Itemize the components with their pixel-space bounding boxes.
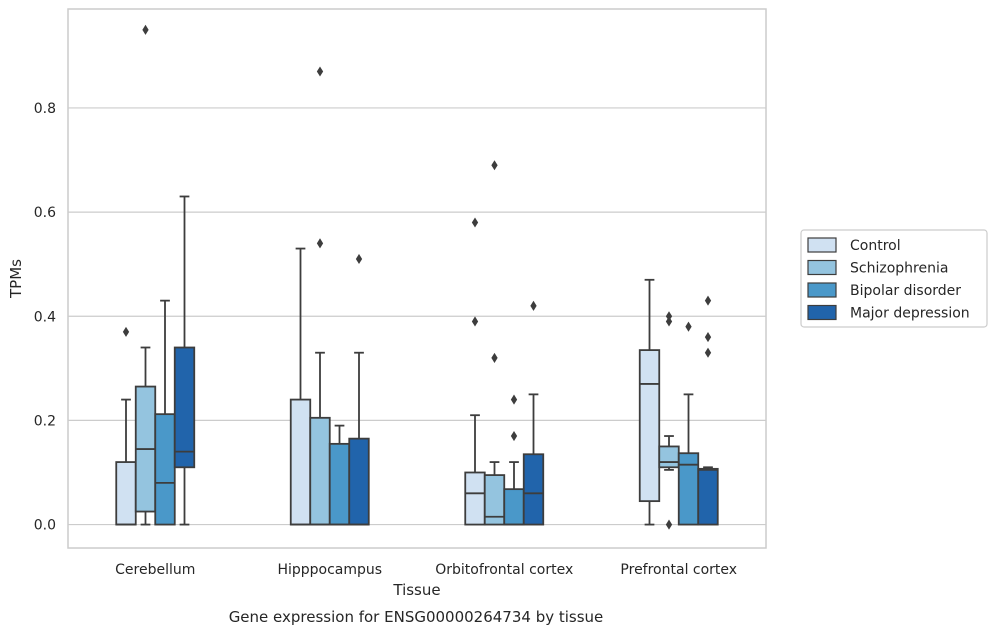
box-bipolar-disorder-orbitofrontal-cortex xyxy=(503,394,525,526)
box-control-hipppocampus xyxy=(289,247,312,526)
outlier-point xyxy=(665,311,673,322)
outlier-point xyxy=(704,332,712,343)
outlier-point xyxy=(665,519,673,530)
legend-frame xyxy=(800,229,988,328)
box-major-depression-cerebellum xyxy=(173,195,196,526)
box-schizophrenia-hipppocampus xyxy=(309,66,331,526)
legend: Control Schizophrenia Bipolar disorder Majo… xyxy=(800,229,988,328)
outlier-point xyxy=(316,66,324,77)
iqr-box xyxy=(464,471,486,526)
legend-swatch xyxy=(807,237,837,253)
y-tick-label: 0.8 xyxy=(34,101,56,117)
legend-swatch xyxy=(807,259,837,276)
outlier-point xyxy=(142,24,149,35)
iqr-box xyxy=(328,442,351,526)
outlier-point xyxy=(510,430,518,442)
outlier-point xyxy=(316,238,324,249)
box-major-depression-prefrontal-cortex xyxy=(697,295,719,526)
outlier-point xyxy=(471,217,479,228)
outlier-point xyxy=(704,295,712,306)
legend-label: Control xyxy=(850,238,901,254)
iqr-box xyxy=(658,445,680,469)
outlier-point xyxy=(491,160,498,171)
box-major-depression-hipppocampus xyxy=(348,253,370,526)
figure-caption: Gene expression for ENSG00000264734 by t… xyxy=(229,608,604,626)
box-schizophrenia-prefrontal-cortex xyxy=(658,311,680,530)
legend-label: Schizophrenia xyxy=(850,261,948,277)
x-axis-title: Tissue xyxy=(392,581,440,599)
box-plot-groups xyxy=(115,24,719,530)
x-tick-label: Hipppocampus xyxy=(277,562,382,578)
outlier-point xyxy=(530,300,537,311)
y-tick-label: 0.0 xyxy=(34,518,56,534)
outlier-point xyxy=(491,352,498,363)
box-control-prefrontal-cortex xyxy=(638,278,661,526)
iqr-box xyxy=(173,346,196,469)
box-control-orbitofrontal-cortex xyxy=(464,217,486,526)
box-bipolar-disorder-hipppocampus xyxy=(328,424,351,526)
legend-label: Bipolar disorder xyxy=(850,283,961,299)
y-tick-label: 0.4 xyxy=(34,309,56,325)
outlier-point xyxy=(665,316,673,327)
outlier-point xyxy=(355,253,363,265)
iqr-box xyxy=(115,461,137,526)
legend-label: Major depression xyxy=(850,306,970,322)
x-tick-label: Cerebellum xyxy=(115,562,195,578)
iqr-box xyxy=(522,453,545,526)
y-axis-title: TPMs xyxy=(7,259,25,299)
x-axis-ticks: Cerebellum Hipppocampus Orbitofrontal cort… xyxy=(115,562,737,578)
x-tick-label: Prefrontal cortex xyxy=(620,562,737,578)
iqr-box xyxy=(638,349,661,503)
box-major-depression-orbitofrontal-cortex xyxy=(522,300,545,526)
outlier-point xyxy=(704,347,712,358)
iqr-box xyxy=(309,416,331,526)
box-bipolar-disorder-prefrontal-cortex xyxy=(677,321,700,526)
y-axis-ticks: 0.0 0.2 0.4 0.6 0.8 xyxy=(34,101,56,534)
iqr-box xyxy=(503,488,525,526)
box-schizophrenia-orbitofrontal-cortex xyxy=(483,160,506,526)
iqr-box xyxy=(154,413,176,526)
plot-area-frame xyxy=(67,8,767,549)
outlier-point xyxy=(685,321,692,332)
iqr-box xyxy=(697,467,719,526)
outlier-point xyxy=(471,316,479,327)
legend-swatch xyxy=(807,282,837,298)
x-tick-label: Orbitofrontal cortex xyxy=(435,562,573,578)
outlier-point xyxy=(122,326,130,337)
iqr-box xyxy=(289,398,312,526)
y-tick-label: 0.6 xyxy=(34,205,56,221)
legend-swatch xyxy=(807,304,837,321)
box-bipolar-disorder-cerebellum xyxy=(154,299,176,526)
iqr-box xyxy=(348,437,370,526)
box-schizophrenia-cerebellum xyxy=(134,24,157,526)
box-control-cerebellum xyxy=(115,326,137,526)
outlier-point xyxy=(510,394,518,405)
y-tick-label: 0.2 xyxy=(34,413,56,429)
